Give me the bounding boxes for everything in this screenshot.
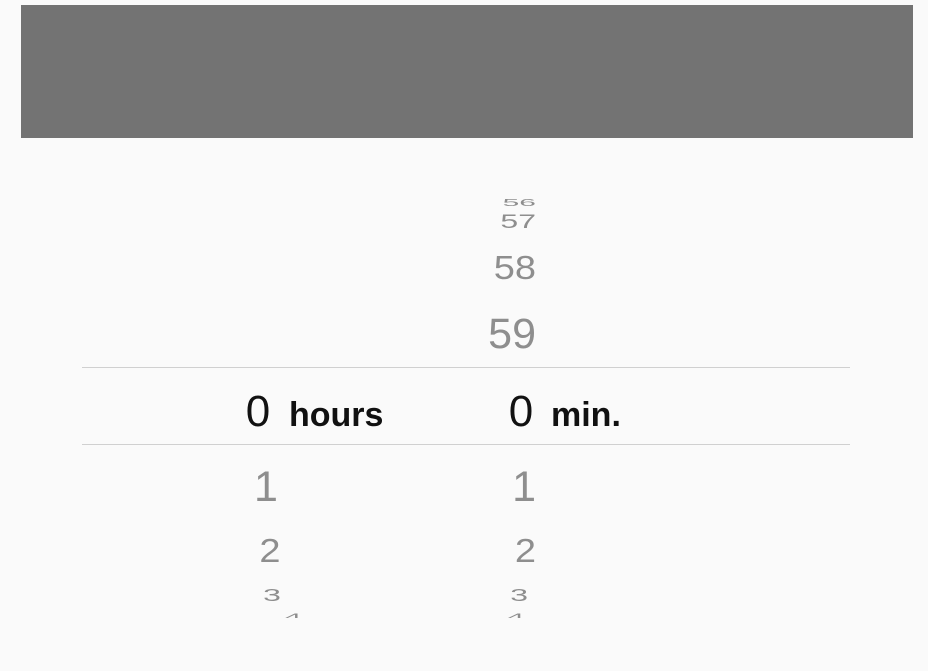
hours-unit: hours xyxy=(289,396,383,434)
selected-minute[interactable]: 0 xyxy=(509,387,533,436)
hour-option[interactable]: 4 xyxy=(285,612,302,622)
minute-option[interactable]: 1 xyxy=(512,463,536,511)
hour-option[interactable]: 2 xyxy=(259,532,280,569)
minute-option[interactable]: 57 xyxy=(500,210,536,232)
minute-option[interactable]: 2 xyxy=(515,532,536,569)
hour-option[interactable]: 3 xyxy=(263,586,281,605)
minute-option[interactable]: 4 xyxy=(507,612,524,622)
selected-hour[interactable]: 0 xyxy=(246,387,270,436)
minute-option[interactable]: 56 xyxy=(503,197,536,209)
minute-option[interactable]: 3 xyxy=(510,586,528,605)
minute-option[interactable]: 59 xyxy=(488,310,536,358)
hour-option[interactable]: 1 xyxy=(254,463,278,511)
header-bar xyxy=(21,5,913,138)
minutes-unit: min. xyxy=(551,396,621,434)
picker-wheels: 56 57 58 59 1 2 3 4 1 2 3 4 xyxy=(254,197,536,622)
minute-option[interactable]: 58 xyxy=(494,249,536,286)
